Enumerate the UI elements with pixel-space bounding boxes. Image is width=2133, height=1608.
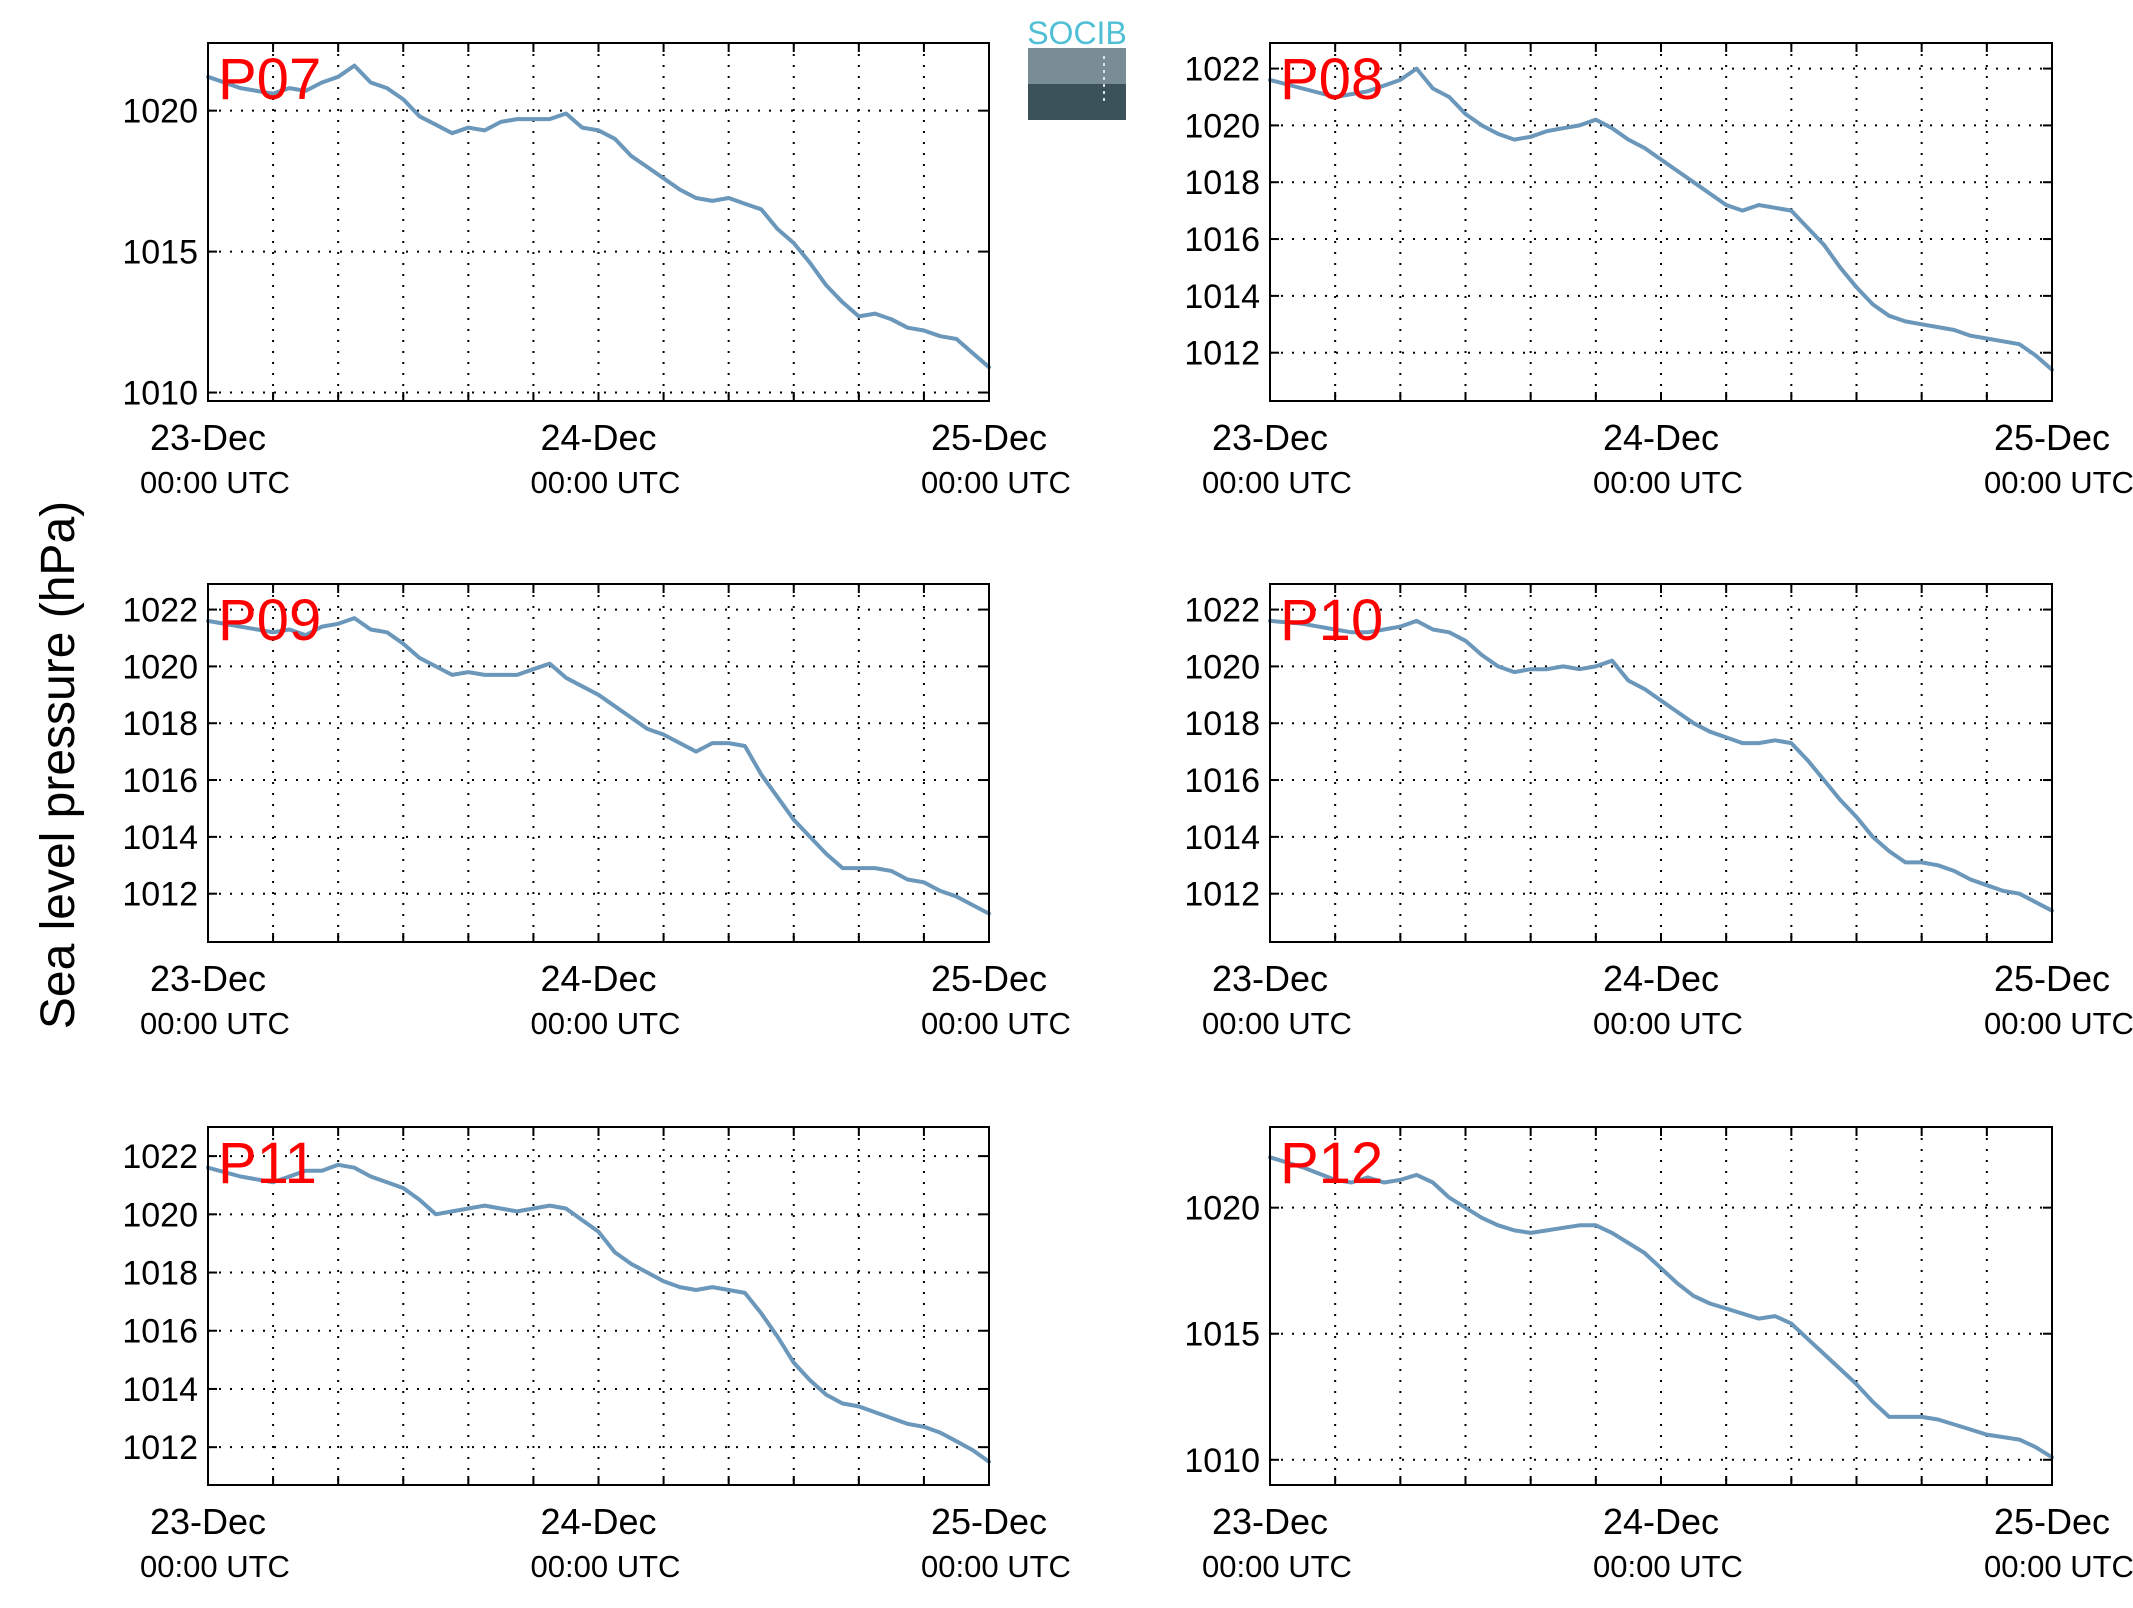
y-tick-label: 1012 (1184, 335, 1260, 373)
series-line-p11 (206, 1162, 991, 1464)
x-tick-time: 00:00 UTC (1593, 465, 1743, 500)
y-tick-label: 1016 (1184, 762, 1260, 800)
series-line-p07 (206, 63, 991, 370)
series-line-p08 (1268, 66, 2054, 372)
x-tick-time: 00:00 UTC (921, 1549, 1071, 1584)
x-tick-time: 00:00 UTC (140, 1006, 290, 1041)
axes-frame (207, 42, 990, 402)
y-axis-label: Sea level pressure (hPa) (32, 501, 85, 1029)
y-tick-label: 1016 (122, 1313, 198, 1351)
y-tick-label: 1020 (1184, 107, 1260, 145)
x-tick-date: 24-Dec (540, 958, 656, 999)
x-tick-date: 24-Dec (540, 417, 656, 458)
panel-p12: 1010 1015 1020 P12 23-Dec 00:00 UTC 24-Dec 00:0… (1184, 1126, 2133, 1584)
y-tick-label: 1012 (122, 876, 198, 914)
panel-p08: 1012 1014 1016 1018 1020 1022 P08 23-Dec 00:00 U… (1184, 42, 2133, 500)
y-tick-label: 1020 (1184, 648, 1260, 686)
station-label: P10 (1280, 588, 1383, 653)
x-tick-date: 25-Dec (1994, 958, 2110, 999)
axes-frame (207, 583, 990, 943)
x-tick-date: 24-Dec (1603, 958, 1719, 999)
x-tick-date: 25-Dec (1994, 417, 2110, 458)
socib-logo: SOCIB (1027, 15, 1127, 120)
y-tick-label: 1016 (122, 762, 198, 800)
station-label: P09 (218, 588, 321, 653)
x-tick-time: 00:00 UTC (1202, 465, 1352, 500)
y-tick-label: 1018 (1184, 705, 1260, 743)
y-tick-label: 1018 (1184, 164, 1260, 202)
axes-frame (207, 1126, 990, 1486)
x-tick-time: 00:00 UTC (1593, 1006, 1743, 1041)
y-tick-label: 1020 (122, 93, 198, 131)
axes-frame (1269, 42, 2053, 402)
y-tick-label: 1018 (122, 1255, 198, 1293)
y-tick-label: 1015 (122, 234, 198, 272)
logo-text: SOCIB (1027, 15, 1127, 51)
x-tick-date: 25-Dec (1994, 1501, 2110, 1542)
x-tick-time: 00:00 UTC (1984, 465, 2133, 500)
y-tick-label: 1016 (1184, 221, 1260, 259)
y-tick-label: 1020 (1184, 1190, 1260, 1228)
x-tick-date: 24-Dec (1603, 417, 1719, 458)
series-line-p10 (1268, 618, 2054, 913)
x-tick-time: 00:00 UTC (1984, 1549, 2133, 1584)
x-tick-time: 00:00 UTC (1984, 1006, 2133, 1041)
y-tick-label: 1014 (122, 1371, 198, 1409)
series-line-p09 (206, 616, 991, 916)
axes-frame (1269, 583, 2053, 943)
y-tick-label: 1020 (122, 648, 198, 686)
x-tick-time: 00:00 UTC (1593, 1549, 1743, 1584)
x-tick-date: 24-Dec (540, 1501, 656, 1542)
x-tick-time: 00:00 UTC (531, 1006, 681, 1041)
x-tick-time: 00:00 UTC (1202, 1549, 1352, 1584)
panel-p07: 1010 1015 1020 P07 23-Dec 00:00 UTC 24-Dec 00:0… (122, 42, 1071, 500)
logo-mark-gradient (1028, 48, 1126, 84)
y-tick-label: 1014 (1184, 819, 1260, 857)
axes-frame (1269, 1126, 2053, 1486)
x-tick-date: 25-Dec (931, 417, 1047, 458)
x-tick-time: 00:00 UTC (531, 465, 681, 500)
x-tick-time: 00:00 UTC (140, 465, 290, 500)
panel-p09: 1012 1014 1016 1018 1020 1022 P09 23-Dec 00:00 U… (122, 583, 1071, 1041)
x-tick-date: 25-Dec (931, 958, 1047, 999)
y-tick-label: 1022 (122, 1138, 198, 1176)
y-tick-label: 1012 (122, 1429, 198, 1467)
y-tick-label: 1022 (122, 592, 198, 630)
x-tick-time: 00:00 UTC (1202, 1006, 1352, 1041)
station-label: P12 (1280, 1131, 1383, 1196)
y-tick-label: 1012 (1184, 876, 1260, 914)
station-label: P11 (218, 1131, 317, 1196)
y-tick-label: 1014 (1184, 278, 1260, 316)
y-tick-label: 1010 (122, 375, 198, 413)
y-tick-label: 1022 (1184, 51, 1260, 89)
panel-p10: 1012 1014 1016 1018 1020 1022 P10 23-Dec 00:00 U… (1184, 583, 2133, 1041)
x-tick-time: 00:00 UTC (531, 1549, 681, 1584)
station-label: P08 (1280, 47, 1383, 112)
y-tick-label: 1010 (1184, 1442, 1260, 1480)
y-tick-label: 1015 (1184, 1316, 1260, 1354)
x-tick-date: 23-Dec (1212, 417, 1328, 458)
series-line-p12 (1268, 1155, 2054, 1460)
station-label: P07 (218, 47, 321, 112)
x-tick-date: 23-Dec (1212, 1501, 1328, 1542)
x-tick-date: 23-Dec (150, 417, 266, 458)
panel-p11: 1012 1014 1016 1018 1020 1022 P11 23-Dec 00:00 U… (122, 1126, 1071, 1584)
x-tick-date: 23-Dec (150, 1501, 266, 1542)
y-tick-label: 1020 (122, 1196, 198, 1234)
x-tick-time: 00:00 UTC (921, 1006, 1071, 1041)
x-tick-date: 23-Dec (150, 958, 266, 999)
x-tick-time: 00:00 UTC (921, 465, 1071, 500)
x-tick-date: 24-Dec (1603, 1501, 1719, 1542)
x-tick-time: 00:00 UTC (140, 1549, 290, 1584)
x-tick-date: 23-Dec (1212, 958, 1328, 999)
x-tick-date: 25-Dec (931, 1501, 1047, 1542)
y-tick-label: 1014 (122, 819, 198, 857)
y-tick-label: 1018 (122, 705, 198, 743)
y-tick-label: 1022 (1184, 592, 1260, 630)
